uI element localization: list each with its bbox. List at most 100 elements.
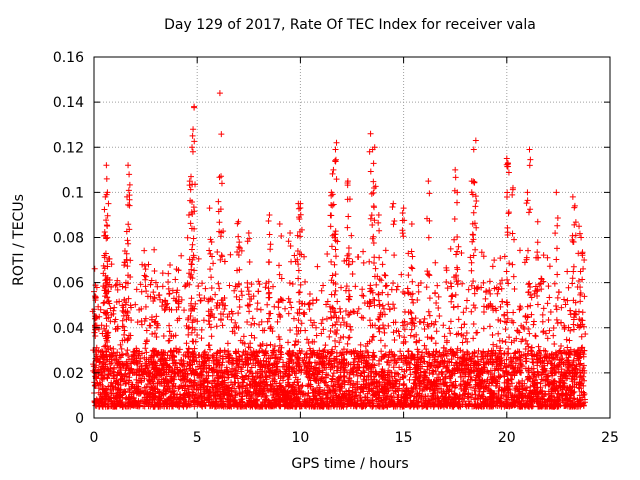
data-point [366, 400, 373, 407]
data-point [195, 372, 202, 379]
data-point [497, 280, 504, 287]
data-point [545, 316, 552, 323]
data-point [187, 377, 194, 384]
data-point [93, 284, 100, 291]
data-point [231, 379, 238, 386]
data-point [165, 278, 172, 285]
data-point [385, 400, 392, 407]
data-point [383, 282, 390, 289]
data-point [432, 368, 439, 375]
data-point [480, 253, 487, 260]
data-point [377, 337, 384, 344]
data-point [200, 317, 207, 324]
data-point [405, 347, 412, 354]
data-point [437, 359, 444, 366]
data-point [158, 372, 165, 379]
data-point [464, 338, 471, 345]
data-point [526, 387, 533, 394]
data-point [452, 359, 459, 366]
data-point [256, 281, 263, 288]
data-point [534, 293, 541, 300]
data-point [130, 395, 137, 402]
data-point [368, 373, 375, 380]
data-point [320, 401, 327, 408]
data-point [522, 337, 529, 344]
data-point [178, 252, 185, 259]
data-point [409, 296, 416, 303]
data-point [164, 383, 171, 390]
data-point [288, 304, 295, 311]
data-point [415, 398, 422, 405]
data-point [263, 358, 270, 365]
data-point [110, 350, 117, 357]
data-point [256, 390, 263, 397]
data-point [390, 364, 397, 371]
data-point [354, 353, 361, 360]
data-point [214, 248, 221, 255]
data-point [106, 367, 113, 374]
data-point [363, 347, 370, 354]
data-point [197, 297, 204, 304]
data-point [394, 403, 401, 410]
data-point [149, 389, 156, 396]
data-point [581, 257, 588, 264]
data-point [219, 355, 226, 362]
data-point [135, 372, 142, 379]
data-point [405, 250, 412, 257]
data-point [502, 339, 509, 346]
data-point [375, 398, 382, 405]
data-point [264, 318, 271, 325]
data-point [401, 368, 408, 375]
data-point [497, 303, 504, 310]
data-point [478, 350, 485, 357]
data-point [258, 387, 265, 394]
data-point [251, 334, 258, 341]
data-point [194, 331, 201, 338]
data-point [267, 354, 274, 361]
data-point [393, 378, 400, 385]
data-point [338, 383, 345, 390]
data-point [580, 362, 587, 369]
data-point [138, 305, 145, 312]
data-point [486, 278, 493, 285]
data-point [440, 397, 447, 404]
data-point [502, 391, 509, 398]
data-point [292, 374, 299, 381]
data-point [354, 378, 361, 385]
data-point [501, 253, 508, 260]
data-point [255, 278, 262, 285]
data-point [147, 322, 154, 329]
data-point [163, 371, 170, 378]
data-point [433, 348, 440, 355]
data-point [298, 320, 305, 327]
data-point [141, 247, 148, 254]
data-point [540, 347, 547, 354]
data-point [525, 343, 532, 350]
data-point [557, 347, 564, 354]
data-point [177, 395, 184, 402]
data-point [530, 318, 537, 325]
data-point [452, 382, 459, 389]
data-point [186, 394, 193, 401]
data-point [254, 353, 261, 360]
data-point [577, 360, 584, 367]
data-point [407, 332, 414, 339]
data-point [224, 313, 231, 320]
data-point [271, 378, 278, 385]
data-point [456, 361, 463, 368]
data-point [324, 349, 331, 356]
data-point [388, 286, 395, 293]
data-point [323, 301, 330, 308]
data-point [388, 398, 395, 405]
data-point [159, 303, 166, 310]
data-point [544, 335, 551, 342]
data-point [461, 395, 468, 402]
data-point [564, 344, 571, 351]
data-point [286, 403, 293, 410]
data-point [174, 391, 181, 398]
data-point [431, 321, 438, 328]
data-point [248, 321, 255, 328]
data-point [309, 297, 316, 304]
data-point [239, 399, 246, 406]
data-point [464, 350, 471, 357]
